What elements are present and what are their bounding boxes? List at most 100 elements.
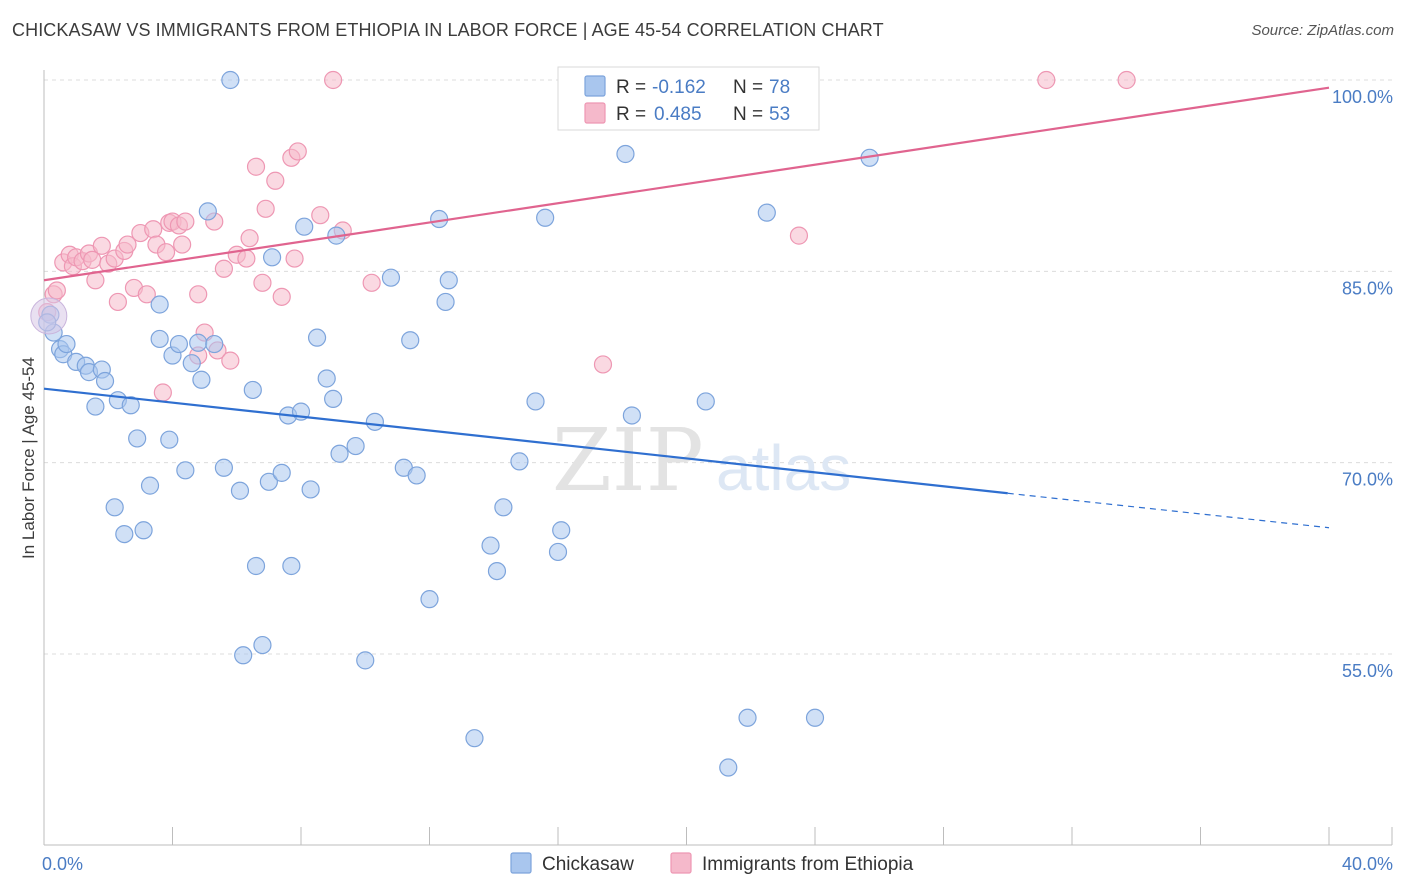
point-ethiopia	[362, 273, 381, 292]
top-legend: R = -0.162 N = 78 R = 0.485 N = 53	[557, 66, 820, 131]
axes	[43, 70, 1393, 846]
point-chickasaw	[262, 248, 282, 267]
point-chickasaw	[757, 203, 776, 222]
point-chickasaw	[805, 708, 825, 727]
point-chickasaw	[205, 334, 224, 354]
bottom-legend-label-chickasaw: Chickasaw	[542, 854, 634, 875]
trend-line-chickasaw-dashed	[1007, 492, 1330, 529]
point-ethiopia	[288, 142, 307, 161]
point-chickasaw	[381, 268, 401, 287]
legend-swatch-ethiopia	[584, 102, 606, 124]
point-chickasaw	[365, 412, 384, 431]
x-tick-label: 0.0%	[42, 854, 83, 874]
legend-r-value-chickasaw: -0.162	[652, 77, 706, 98]
point-chickasaw	[317, 369, 336, 388]
point-chickasaw	[150, 295, 169, 314]
point-chickasaw	[356, 651, 375, 670]
point-chickasaw	[121, 396, 140, 415]
point-ethiopia	[214, 259, 233, 278]
point-chickasaw	[494, 498, 513, 517]
chart-source: Source: ZipAtlas.com	[1251, 22, 1394, 39]
point-chickasaw	[134, 521, 153, 540]
legend-n-value-chickasaw: 78	[769, 77, 790, 98]
trend-line-chickasaw	[43, 387, 1008, 495]
legend-n-label-chickasaw: N =	[733, 77, 763, 98]
point-ethiopia	[189, 285, 208, 304]
point-ethiopia	[1117, 70, 1136, 90]
y-axis-title: In Labor Force | Age 45-54	[19, 357, 38, 559]
point-chickasaw	[330, 444, 349, 463]
point-chickasaw	[115, 524, 134, 544]
y-tick-label: 55.0%	[1342, 661, 1393, 681]
point-chickasaw	[230, 481, 250, 500]
y-tick-label: 85.0%	[1342, 278, 1393, 298]
point-ethiopia	[118, 235, 137, 254]
point-chickasaw	[140, 476, 160, 495]
point-chickasaw	[176, 461, 195, 480]
point-chickasaw	[346, 436, 365, 456]
point-chickasaw	[696, 392, 715, 411]
point-ethiopia	[266, 171, 285, 190]
point-chickasaw	[221, 70, 240, 90]
chart-title: CHICKASAW VS IMMIGRANTS FROM ETHIOPIA IN…	[12, 20, 884, 40]
point-chickasaw	[324, 389, 343, 408]
legend-r-label-chickasaw: R =	[616, 77, 646, 98]
point-ethiopia	[153, 383, 172, 402]
bottom-legend-swatch-chickasaw	[510, 852, 532, 874]
point-chickasaw	[552, 521, 571, 540]
legend-n-value-ethiopia: 53	[769, 104, 790, 125]
point-chickasaw	[282, 556, 301, 576]
point-chickasaw	[526, 392, 545, 411]
point-ethiopia	[144, 220, 163, 239]
point-chickasaw	[243, 380, 262, 400]
point-ethiopia	[92, 236, 111, 255]
grid-lines	[44, 79, 1392, 655]
point-ethiopia	[593, 355, 613, 374]
x-tick-label: 40.0%	[1342, 854, 1393, 874]
point-ethiopia	[237, 249, 256, 268]
point-ethiopia	[285, 249, 304, 268]
point-ethiopia	[324, 70, 343, 90]
point-chickasaw	[150, 329, 169, 349]
point-chickasaw	[57, 334, 76, 354]
legend-r-label-ethiopia: R =	[616, 104, 646, 125]
point-chickasaw	[253, 635, 272, 655]
point-chickasaw	[719, 758, 738, 777]
trend-lines	[43, 86, 1330, 529]
point-ethiopia	[156, 243, 176, 262]
point-chickasaw	[407, 466, 426, 485]
point-chickasaw	[616, 144, 635, 164]
point-chickasaw	[307, 328, 327, 347]
point-chickasaw	[401, 331, 420, 350]
point-ethiopia	[137, 285, 156, 304]
point-chickasaw	[548, 542, 568, 562]
legend-swatch-chickasaw	[584, 75, 606, 97]
point-ethiopia	[256, 199, 275, 218]
tick-labels: 55.0% 70.0% 85.0% 100.0% 0.0% 40.0%	[42, 87, 1393, 874]
watermark-zip: ZIP	[552, 411, 704, 511]
point-chickasaw	[160, 430, 179, 449]
bottom-legend: Chickasaw Immigrants from Ethiopia	[510, 852, 914, 875]
point-ethiopia	[240, 229, 259, 248]
trend-line-ethiopia	[43, 86, 1330, 282]
point-ethiopia	[789, 226, 809, 245]
point-chickasaw	[439, 271, 458, 290]
point-chickasaw	[536, 208, 555, 227]
point-chickasaw	[128, 429, 147, 448]
point-ethiopia	[176, 212, 195, 231]
point-chickasaw	[738, 708, 757, 727]
point-chickasaw	[622, 406, 641, 425]
bottom-legend-label-ethiopia: Immigrants from Ethiopia	[702, 854, 914, 875]
y-tick-label: 100.0%	[1332, 87, 1393, 107]
point-chickasaw	[465, 729, 484, 748]
point-chickasaw	[105, 498, 124, 517]
point-ethiopia	[221, 351, 240, 370]
point-ethiopia	[1037, 70, 1056, 90]
point-chickasaw	[86, 397, 105, 416]
legend-n-label-ethiopia: N =	[733, 104, 763, 125]
point-cluster	[30, 297, 68, 335]
point-chickasaw	[198, 202, 217, 221]
point-chickasaw	[234, 646, 253, 665]
bottom-legend-swatch-ethiopia	[670, 852, 692, 874]
